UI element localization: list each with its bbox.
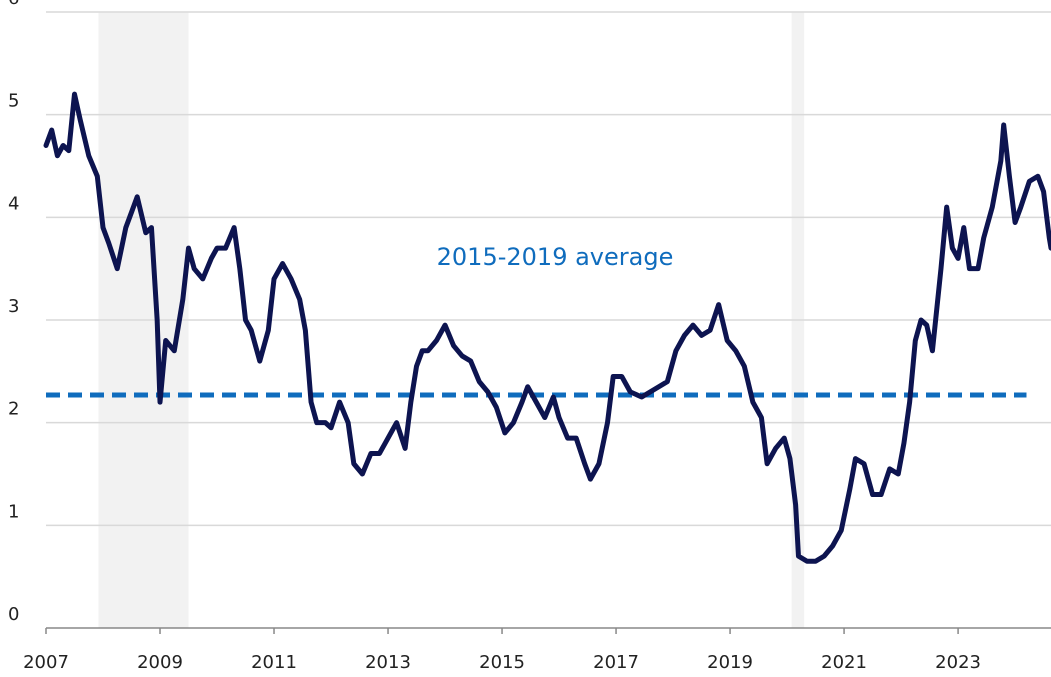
y-tick-label: 4 (8, 193, 19, 214)
grid-layer (46, 11, 1051, 527)
y-tick-label: 5 (8, 91, 19, 112)
x-tick-label: 2011 (251, 652, 297, 673)
x-tick-label: 2017 (593, 652, 639, 673)
y-tick-label: 6 (8, 0, 19, 9)
x-tick-label: 2015 (479, 652, 525, 673)
x-tick-label: 2007 (23, 652, 69, 673)
x-tick-label: 2021 (821, 652, 867, 673)
x-tick-label: 2009 (137, 652, 183, 673)
y-tick-label: 2 (8, 399, 19, 420)
series-line (43, 91, 1051, 564)
y-tick-label: 0 (8, 604, 19, 625)
x-tick-label: 2019 (707, 652, 753, 673)
x-tick-label: 2023 (935, 652, 981, 673)
average-label: 2015-2019 average (437, 243, 674, 271)
y-tick-label: 1 (8, 501, 19, 522)
x-tick-label: 2013 (365, 652, 411, 673)
y-tick-label: 3 (8, 296, 19, 317)
